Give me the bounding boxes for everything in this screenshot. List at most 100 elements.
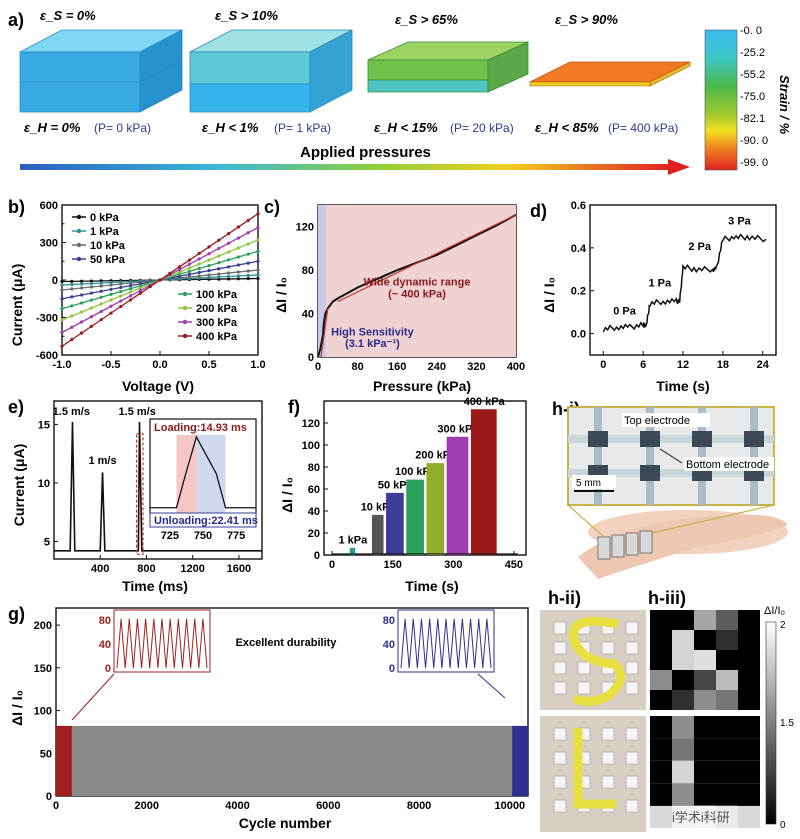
s-shape-tube: [568, 616, 626, 706]
b-legend-marker-2: [76, 242, 82, 248]
c-xtick-3: 240: [428, 361, 446, 373]
heat-2-cell-2-4: [738, 760, 760, 784]
g-inset-0-ytick-1: 40: [99, 639, 111, 651]
b-point-1-4: [99, 281, 103, 285]
pixel-pad-0-0-0: [553, 621, 567, 635]
heat-1-cell-2-2: [694, 650, 716, 670]
g-inset-0-ytick-0: 0: [105, 663, 111, 675]
b-point-7-19: [246, 218, 250, 222]
strain-h-1: ε_H < 1%: [202, 120, 259, 135]
l-shape-tube: [573, 728, 616, 809]
panel-f-chart: f) ΔI / I₀ Time (s) 0 150 300 450 0 20 40 60 80 1…: [279, 396, 527, 594]
e-plot-frame: [53, 400, 263, 560]
heat-2-cell-0-0: [650, 716, 672, 739]
block-2: [367, 41, 529, 93]
g-ytick-3: 150: [34, 663, 52, 675]
heat-2-cell-3-2: [694, 783, 716, 806]
pressure-1: (P= 1 kPa): [274, 121, 331, 135]
heat-2-cell-0-1: [672, 716, 694, 739]
heat-2-cell-1-0: [650, 738, 672, 761]
heat-2-cell-2-1: [672, 760, 694, 784]
b-point-3-16: [217, 267, 221, 271]
f-xtick-3: 450: [505, 559, 523, 571]
b-point-3-2: [80, 293, 84, 297]
heat-2-cell-1-4: [738, 738, 760, 761]
heat-cbar-tick-1: 1.5: [780, 718, 794, 729]
colorbar: [704, 29, 738, 171]
b-point-3-13: [187, 272, 191, 276]
g-xtick-0: 0: [53, 800, 59, 812]
b-legend-label-6: 300 kPa: [196, 317, 238, 329]
b-point-7-4: [99, 318, 103, 322]
b-point-6-18: [236, 236, 240, 240]
b-point-5-15: [207, 258, 211, 262]
f-plot-frame: [323, 400, 527, 556]
f-bar-label-6: 400 kPa: [464, 396, 506, 408]
panel-a: a) ε_S = 0% ε_S > 10% ε_S > 65% ε_S > 90…: [8, 8, 792, 175]
strain-s-1: ε_S > 10%: [215, 8, 278, 23]
b-point-3-6: [119, 285, 123, 290]
b-point-7-8: [138, 291, 142, 295]
b-point-2-19: [246, 269, 250, 273]
pixel-pad-0-0-3: [625, 621, 639, 635]
g-xtick-2: 4000: [225, 800, 249, 812]
top-electrode-label: Top electrode: [624, 415, 690, 427]
heat-1-cell-0-2: [694, 610, 716, 630]
d-xtick-1: 6: [640, 359, 646, 371]
hand-photo: [578, 510, 788, 579]
e-inset-xtick-1: 750: [194, 530, 212, 542]
f-ytick-6: 120: [302, 418, 320, 430]
f-bar-label-0: 1 kPa: [339, 534, 369, 546]
heat-1-cell-2-0: [650, 650, 672, 670]
b-point-2-15: [207, 273, 211, 277]
heat-2-cell-3-4: [738, 783, 760, 806]
e-ylabel: Current (μA): [11, 444, 27, 526]
b-point-1-20: [256, 273, 260, 277]
heat-1-cell-0-4: [738, 610, 760, 630]
b-point-7-17: [227, 232, 231, 236]
heat-2-cell-3-1: [672, 783, 694, 806]
b-point-5-16: [217, 254, 221, 258]
d-annotation-0: 0 Pa: [613, 305, 637, 317]
g-inset-pointer-1: [477, 673, 506, 699]
panel-h-iii-label: h-iii): [648, 588, 686, 608]
panel-g-label: g): [8, 604, 25, 624]
b-point-4-17: [227, 258, 231, 262]
g-start-block: [56, 725, 72, 796]
b-legend-label-1: 1 kPa: [90, 226, 120, 238]
b-point-3-5: [109, 287, 113, 291]
c-xtick-5: 400: [507, 361, 525, 373]
b-point-3-15: [207, 269, 211, 273]
e-unloading-box: [149, 512, 257, 528]
b-point-4-3: [89, 298, 93, 302]
b-point-6-0: [60, 330, 64, 335]
strain-h-0: ε_H = 0%: [24, 120, 81, 135]
b-point-5-0: [60, 318, 64, 322]
strain-h-3: ε_H < 85%: [535, 120, 599, 135]
heat-1-cell-1-2: [694, 630, 716, 650]
g-annotation: Excellent durability: [236, 637, 338, 649]
b-legend-label-0: 0 kPa: [90, 212, 120, 224]
panel-h-ii: h-ii): [538, 588, 648, 834]
cbar-tick-3: -75.0: [740, 91, 765, 103]
g-inset-line-0: [116, 618, 208, 669]
heat-2-cell-0-4: [738, 716, 760, 739]
e-inset-line: [150, 435, 256, 509]
b-point-1-3: [89, 281, 93, 286]
block-1: [189, 29, 353, 113]
b-legend-marker-1: [76, 228, 82, 234]
b-point-0-3: [89, 279, 93, 283]
e-unloading-region: [196, 435, 226, 515]
b-point-5-5: [109, 298, 113, 302]
b-ytick-0: -600: [36, 350, 58, 362]
g-inset-pointer-0: [71, 673, 115, 721]
b-point-3-20: [256, 259, 260, 263]
c-annotation-2: High Sensitivity: [331, 326, 414, 338]
b-point-4-1: [70, 304, 74, 308]
colorbar-ticks: -0. 0 -25.2 -55.2 -75.0 -82.1 -90. 0 -99…: [740, 25, 768, 169]
e-annotation-2: 1.5 m/s: [119, 406, 156, 418]
colorbar-title: Strain / %: [777, 75, 792, 135]
d-xtick-2: 12: [677, 359, 689, 371]
e-xtick-0: 400: [91, 563, 109, 575]
heat-1-cell-3-1: [672, 670, 694, 690]
